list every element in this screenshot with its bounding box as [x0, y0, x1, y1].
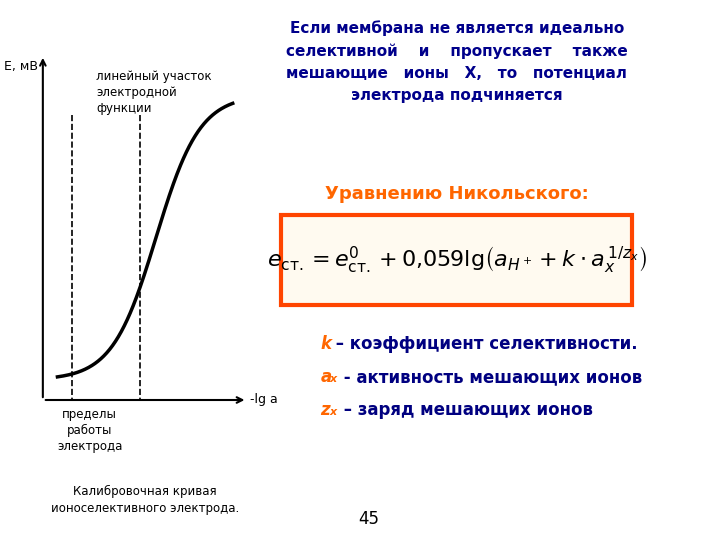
Text: a: a — [320, 368, 332, 386]
Text: -lg a: -lg a — [251, 394, 278, 407]
Text: линейный участок
электродной
функции: линейный участок электродной функции — [96, 70, 212, 115]
Text: 45: 45 — [359, 510, 379, 528]
Text: z: z — [320, 401, 330, 419]
Text: – заряд мешающих ионов: – заряд мешающих ионов — [338, 401, 593, 419]
Text: E, мВ: E, мВ — [4, 60, 38, 73]
Text: k: k — [320, 335, 331, 353]
FancyBboxPatch shape — [282, 215, 632, 305]
Text: Уравнению Никольского:: Уравнению Никольского: — [325, 185, 588, 203]
Text: – коэффициент селективности.: – коэффициент селективности. — [330, 335, 638, 353]
Text: - активность мешающих ионов: - активность мешающих ионов — [338, 368, 642, 386]
Text: $e_{\mathrm{ст.}} = e^0_{\mathrm{ст.}} + 0{,}059\lg\!\left(a_{H^+} + k \cdot a_x: $e_{\mathrm{ст.}} = e^0_{\mathrm{ст.}} +… — [266, 245, 647, 275]
Text: Если мембрана не является идеально
селективной    и    пропускает    также
мешаю: Если мембрана не является идеально селек… — [286, 20, 628, 103]
Text: x: x — [329, 407, 336, 417]
Text: Калибровочная кривая
ионоселективного электрода.: Калибровочная кривая ионоселективного эл… — [51, 485, 239, 515]
Text: пределы
работы
электрода: пределы работы электрода — [57, 408, 122, 453]
Text: x: x — [329, 374, 336, 384]
